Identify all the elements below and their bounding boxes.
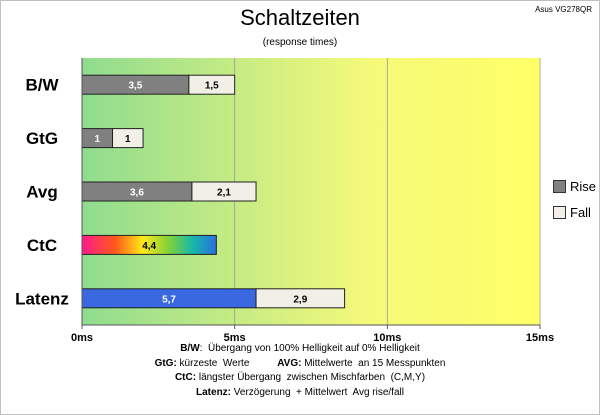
bar-latenz-fall: [255, 288, 346, 309]
x-tick-label-5: 5ms: [224, 332, 246, 344]
category-label-avg: Avg: [26, 183, 58, 202]
data-label-b-w-rise: 3,5: [128, 81, 142, 92]
data-label-gtg-fall: 1: [125, 134, 131, 145]
data-label-gtg-rise: 1: [94, 134, 100, 145]
note-line-4: Latenz: Verzögerung + Mittelwert Avg ris…: [196, 386, 404, 398]
category-label-gtg: GtG: [26, 129, 58, 148]
monitor-model-label: Asus VG278QR: [535, 5, 592, 14]
note-line-2: GtG: kürzeste Werte AVG: Mittelwerte an …: [154, 357, 446, 369]
bar-b-w-fall: [188, 74, 236, 95]
category-label-b-w: B/W: [25, 76, 59, 95]
category-label-latenz: Latenz: [15, 289, 69, 308]
x-tick-label-10: 10ms: [373, 332, 401, 344]
chart-notes: B/W: Übergang von 100% Helligkeit auf 0%…: [0, 342, 600, 400]
legend-label-fall: Fall: [570, 204, 591, 220]
x-tick-label-0: 0ms: [71, 332, 93, 344]
legend-swatch-rise: [553, 179, 566, 193]
legend-item-rise: Rise: [553, 178, 596, 194]
bar-avg-fall: [191, 181, 257, 202]
chart-legend: Rise Fall: [553, 178, 596, 230]
chart-title: Schaltzeiten: [240, 5, 360, 30]
note-line-1: B/W: Übergang von 100% Helligkeit auf 0%…: [180, 343, 420, 354]
data-label-avg-fall: 2,1: [217, 188, 231, 199]
data-label-ctc-rise: 4,4: [142, 241, 156, 252]
bar-gtg-fall: [112, 128, 144, 149]
legend-swatch-fall: [553, 205, 566, 219]
data-label-avg-rise: 3,6: [130, 188, 144, 199]
x-tick-label-15: 15ms: [526, 332, 554, 344]
legend-label-rise: Rise: [570, 178, 597, 194]
data-label-latenz-rise: 5,7: [162, 294, 176, 305]
data-label-b-w-fall: 1,5: [205, 81, 219, 92]
category-label-ctc: CtC: [27, 236, 57, 255]
note-line-3: CtC: längster Übergang zwischen Mischfar…: [174, 372, 426, 383]
data-label-latenz-fall: 2,9: [293, 294, 307, 305]
chart-subtitle: (response times): [262, 37, 338, 48]
legend-item-fall: Fall: [553, 204, 596, 220]
